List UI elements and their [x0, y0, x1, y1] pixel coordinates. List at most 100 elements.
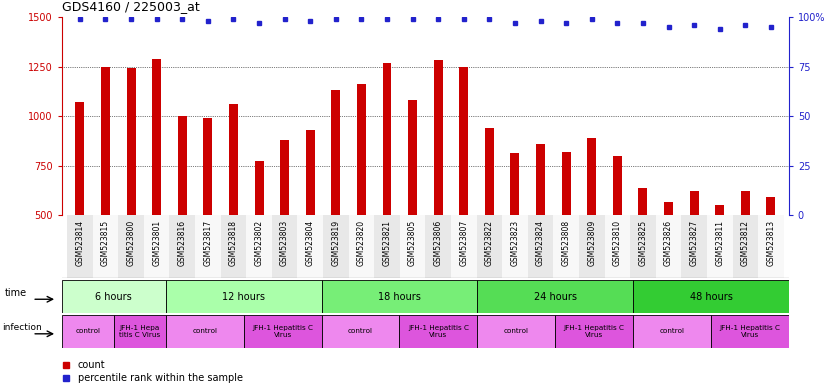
Bar: [244, 315, 321, 348]
Text: percentile rank within the sample: percentile rank within the sample: [78, 373, 243, 383]
Text: GSM523818: GSM523818: [229, 220, 238, 266]
Bar: [711, 315, 789, 348]
Bar: [400, 215, 425, 278]
Bar: [306, 130, 315, 314]
Text: JFH-1 Hepatitis C
Virus: JFH-1 Hepatitis C Virus: [252, 325, 313, 338]
Text: 12 hours: 12 hours: [222, 291, 265, 302]
Bar: [114, 315, 166, 348]
Bar: [166, 315, 244, 348]
Bar: [229, 104, 238, 314]
Bar: [297, 215, 323, 278]
Text: 24 hours: 24 hours: [534, 291, 577, 302]
Bar: [562, 152, 571, 314]
Text: GSM523812: GSM523812: [741, 220, 750, 266]
Text: GSM523803: GSM523803: [280, 220, 289, 266]
Bar: [510, 153, 520, 314]
Bar: [656, 215, 681, 278]
Bar: [203, 118, 212, 314]
Text: 6 hours: 6 hours: [96, 291, 132, 302]
Bar: [477, 215, 502, 278]
Text: GSM523809: GSM523809: [587, 220, 596, 266]
Text: count: count: [78, 360, 106, 370]
Text: JFH-1 Hepatitis C
Virus: JFH-1 Hepatitis C Virus: [563, 325, 624, 338]
Text: GSM523807: GSM523807: [459, 220, 468, 266]
Text: control: control: [192, 328, 217, 334]
Bar: [374, 215, 400, 278]
Bar: [323, 215, 349, 278]
Bar: [587, 138, 596, 314]
Bar: [400, 315, 477, 348]
Bar: [664, 202, 673, 314]
Text: infection: infection: [2, 323, 42, 333]
Text: JFH-1 Hepatitis C
Virus: JFH-1 Hepatitis C Virus: [719, 325, 781, 338]
Bar: [715, 205, 724, 314]
Text: GSM523825: GSM523825: [638, 220, 648, 266]
Text: 18 hours: 18 hours: [378, 291, 421, 302]
Bar: [178, 116, 187, 314]
Bar: [331, 91, 340, 314]
Text: GSM523801: GSM523801: [152, 220, 161, 266]
Bar: [272, 215, 297, 278]
Bar: [408, 100, 417, 314]
Bar: [221, 215, 246, 278]
Bar: [349, 215, 374, 278]
Bar: [502, 215, 528, 278]
Bar: [321, 315, 400, 348]
Text: GSM523822: GSM523822: [485, 220, 494, 266]
Text: GSM523819: GSM523819: [331, 220, 340, 266]
Bar: [195, 215, 221, 278]
Bar: [630, 215, 656, 278]
Bar: [553, 215, 579, 278]
Bar: [536, 144, 545, 314]
Bar: [152, 59, 161, 314]
Bar: [605, 215, 630, 278]
Text: GSM523827: GSM523827: [690, 220, 699, 266]
Text: control: control: [75, 328, 101, 334]
Text: GSM523814: GSM523814: [75, 220, 84, 266]
Text: JFH-1 Hepatitis C
Virus: JFH-1 Hepatitis C Virus: [408, 325, 469, 338]
Bar: [246, 215, 272, 278]
Bar: [169, 215, 195, 278]
Bar: [528, 215, 553, 278]
Bar: [118, 215, 144, 278]
Bar: [280, 140, 289, 314]
Bar: [101, 67, 110, 314]
Bar: [62, 280, 166, 313]
Text: GSM523811: GSM523811: [715, 220, 724, 266]
Bar: [459, 67, 468, 314]
Text: GSM523826: GSM523826: [664, 220, 673, 266]
Bar: [75, 102, 84, 314]
Bar: [767, 197, 776, 314]
Bar: [62, 315, 114, 348]
Bar: [254, 161, 263, 314]
Text: GSM523804: GSM523804: [306, 220, 315, 266]
Bar: [434, 60, 443, 314]
Bar: [477, 280, 633, 313]
Bar: [555, 315, 633, 348]
Text: GSM523802: GSM523802: [254, 220, 263, 266]
Bar: [477, 315, 555, 348]
Bar: [733, 215, 758, 278]
Text: GSM523823: GSM523823: [510, 220, 520, 266]
Text: control: control: [348, 328, 373, 334]
Bar: [166, 280, 321, 313]
Bar: [93, 215, 118, 278]
Bar: [144, 215, 169, 278]
Bar: [451, 215, 477, 278]
Text: GSM523806: GSM523806: [434, 220, 443, 266]
Bar: [741, 191, 750, 314]
Text: GSM523815: GSM523815: [101, 220, 110, 266]
Bar: [707, 215, 733, 278]
Text: GSM523824: GSM523824: [536, 220, 545, 266]
Text: 48 hours: 48 hours: [690, 291, 733, 302]
Bar: [613, 156, 622, 314]
Text: GSM523817: GSM523817: [203, 220, 212, 266]
Bar: [638, 188, 648, 314]
Text: GSM523808: GSM523808: [562, 220, 571, 266]
Text: time: time: [5, 288, 27, 298]
Text: GSM523816: GSM523816: [178, 220, 187, 266]
Text: GSM523821: GSM523821: [382, 220, 392, 266]
Bar: [681, 215, 707, 278]
Bar: [425, 215, 451, 278]
Text: GSM523800: GSM523800: [126, 220, 135, 266]
